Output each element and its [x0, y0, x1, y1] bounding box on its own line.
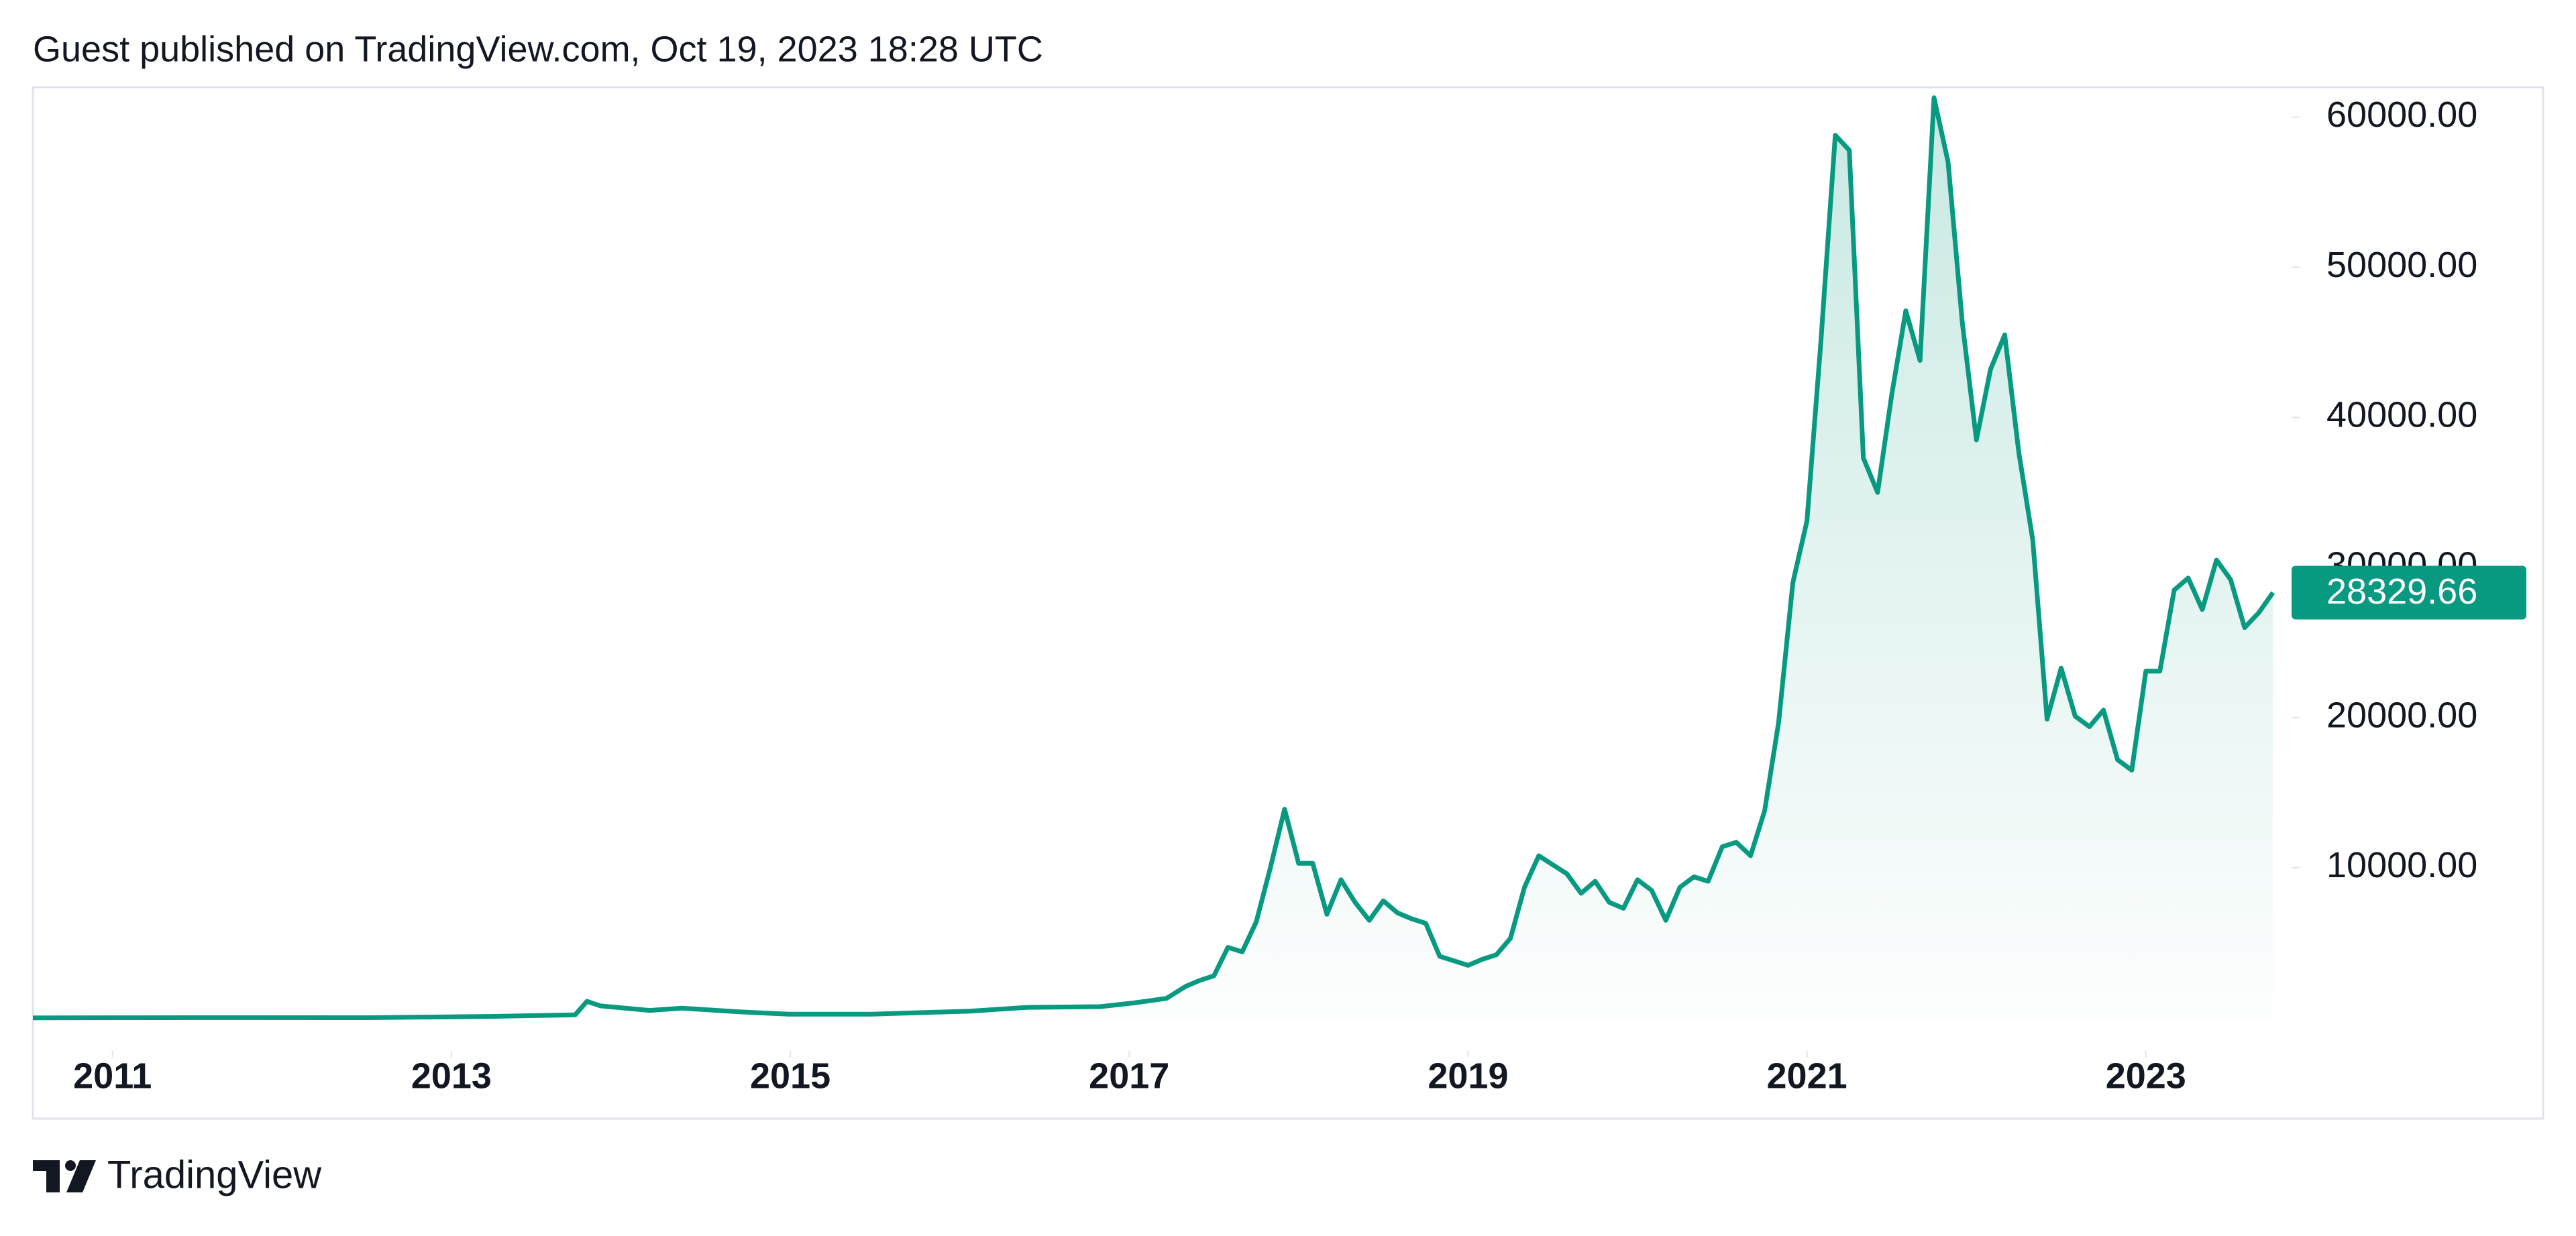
footer-brand: TradingView	[107, 1153, 322, 1196]
last-price-label: 28329.66	[2326, 571, 2477, 612]
price-line	[32, 95, 2275, 1021]
chart-title: Guest published on TradingView.com, Oct …	[33, 29, 1043, 69]
last-price-tag	[2292, 565, 2526, 620]
x-tick-label: 2015	[750, 1056, 830, 1096]
y-tick-label: 50000.00	[2326, 245, 2477, 285]
x-tick-label: 2023	[2106, 1056, 2186, 1096]
chart-frame	[32, 86, 2544, 1120]
tradingview-logo	[33, 1160, 96, 1192]
x-tick-label: 2017	[1089, 1056, 1169, 1096]
y-tick-label: 40000.00	[2326, 395, 2477, 435]
x-tick-label: 2013	[411, 1056, 492, 1096]
y-tick-label: 20000.00	[2326, 695, 2477, 735]
x-tick-label: 2021	[1767, 1056, 1847, 1096]
area-fill	[33, 97, 2273, 1018]
x-tick-label: 2011	[73, 1056, 152, 1096]
y-tick-label: 10000.00	[2326, 845, 2477, 885]
x-tick-label: 2019	[1428, 1056, 1508, 1096]
y-tick-label: 60000.00	[2326, 95, 2477, 135]
